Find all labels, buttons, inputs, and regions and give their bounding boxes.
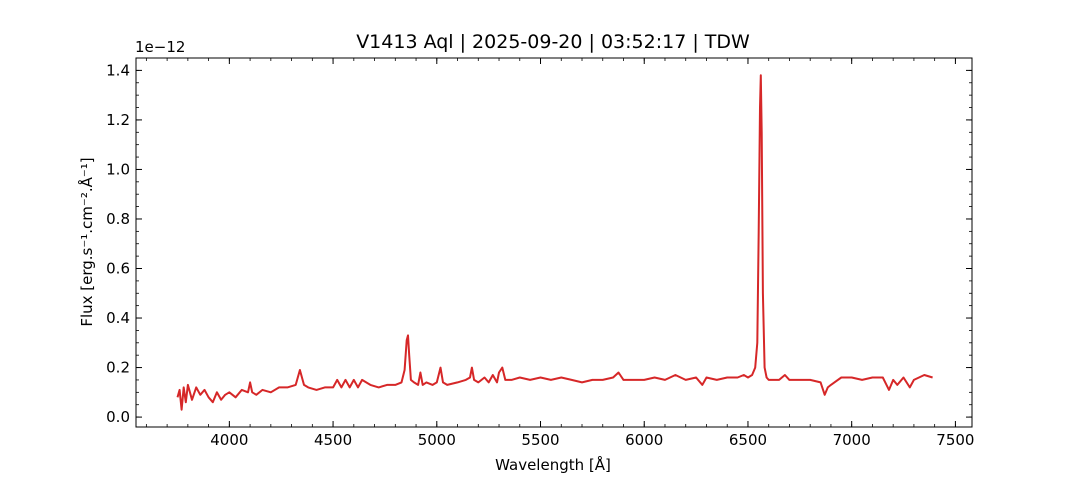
- y-tick-label: 1.0: [106, 160, 130, 178]
- x-tick-label: 7000: [833, 431, 871, 449]
- y-tick-label: 0.2: [106, 359, 130, 377]
- x-tick-label: 5000: [418, 431, 456, 449]
- y-axis-ticks: 0.0 0.2 0.4 0.6 0.8 1.0 1.2 1.4: [106, 61, 972, 426]
- y-tick-label: 1.4: [106, 61, 130, 79]
- plot-area: 4000 4500 5000 5500 6000 6500 7000 7500 0.00.20…: [106, 57, 974, 449]
- x-tick-label: 4000: [210, 431, 248, 449]
- x-axis-label: Wavelength [Å]: [495, 455, 611, 474]
- x-tick-label: 7500: [936, 431, 974, 449]
- x-tick-label: 6500: [729, 431, 767, 449]
- x-tick-label: 6000: [625, 431, 663, 449]
- y-axis-label: Flux [erg.s⁻¹.cm⁻².Å⁻¹]: [77, 157, 96, 326]
- y-tick-label: 0.6: [106, 260, 130, 278]
- y-tick-label: 0.4: [106, 309, 130, 327]
- y-offset-label: 1e−12: [135, 38, 185, 56]
- chart-title: V1413 Aql | 2025-09-20 | 03:52:17 | TDW: [356, 31, 750, 53]
- y-tick-label: 0.0: [106, 408, 130, 426]
- x-tick-label: 4500: [314, 431, 352, 449]
- series-layer: [176, 74, 933, 411]
- x-tick-label: 5500: [521, 431, 559, 449]
- plot-frame: [135, 57, 973, 428]
- y-tick-label: 0.8: [106, 210, 130, 228]
- y-tick-label: 1.2: [106, 111, 130, 129]
- spectrum-line-0: [176, 74, 933, 411]
- x-axis-ticks: 4000 4500 5000 5500 6000 6500 7000 7500: [210, 58, 974, 449]
